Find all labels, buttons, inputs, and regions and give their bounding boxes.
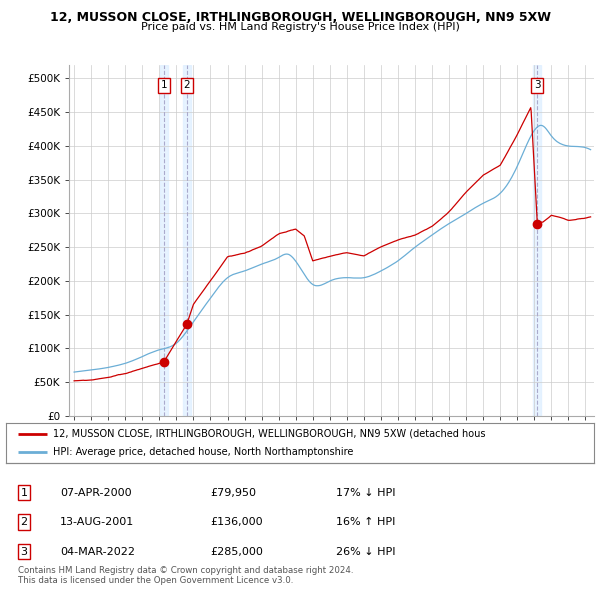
Text: 16% ↑ HPI: 16% ↑ HPI [336, 517, 395, 527]
Text: 26% ↓ HPI: 26% ↓ HPI [336, 547, 395, 556]
Text: 1: 1 [20, 488, 28, 497]
Text: Price paid vs. HM Land Registry's House Price Index (HPI): Price paid vs. HM Land Registry's House … [140, 22, 460, 32]
Bar [182, 65, 191, 416]
Text: 2: 2 [184, 80, 190, 90]
Text: 3: 3 [534, 80, 541, 90]
Text: 1: 1 [161, 80, 167, 90]
Text: £285,000: £285,000 [210, 547, 263, 556]
Text: 12, MUSSON CLOSE, IRTHLINGBOROUGH, WELLINGBOROUGH, NN9 5XW: 12, MUSSON CLOSE, IRTHLINGBOROUGH, WELLI… [49, 11, 551, 24]
Text: 13-AUG-2001: 13-AUG-2001 [60, 517, 134, 527]
Text: £79,950: £79,950 [210, 488, 256, 497]
Text: 07-APR-2000: 07-APR-2000 [60, 488, 131, 497]
Text: 12, MUSSON CLOSE, IRTHLINGBOROUGH, WELLINGBOROUGH, NN9 5XW (detached hous: 12, MUSSON CLOSE, IRTHLINGBOROUGH, WELLI… [53, 429, 485, 439]
Bar [160, 65, 168, 416]
Text: 3: 3 [20, 547, 28, 556]
Text: This data is licensed under the Open Government Licence v3.0.: This data is licensed under the Open Gov… [18, 576, 293, 585]
Text: 2: 2 [20, 517, 28, 527]
Text: £136,000: £136,000 [210, 517, 263, 527]
Text: 17% ↓ HPI: 17% ↓ HPI [336, 488, 395, 497]
Text: 04-MAR-2022: 04-MAR-2022 [60, 547, 135, 556]
Bar [533, 65, 541, 416]
Text: Contains HM Land Registry data © Crown copyright and database right 2024.: Contains HM Land Registry data © Crown c… [18, 566, 353, 575]
Text: HPI: Average price, detached house, North Northamptonshire: HPI: Average price, detached house, Nort… [53, 447, 353, 457]
